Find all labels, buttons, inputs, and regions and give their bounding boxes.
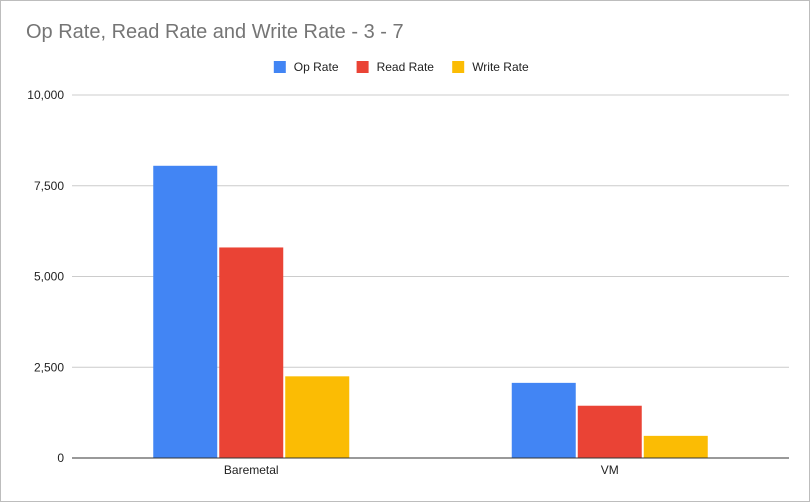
bar-baremetal-read-rate [219,247,284,458]
legend-item-write-rate: Write Rate [452,60,529,74]
legend-label: Write Rate [472,60,529,74]
x-tick-label: Baremetal [224,463,279,477]
x-tick-label: VM [601,463,619,477]
y-axis-ticks: 0 2,500 5,000 7,500 10,000 [27,88,64,465]
y-tick-label: 7,500 [34,179,64,193]
legend-swatch [452,61,465,73]
y-tick-label: 5,000 [34,270,64,284]
legend-swatch [356,61,369,73]
x-axis-ticks: Baremetal VM [224,463,619,477]
legend: Op Rate Read Rate Write Rate [273,60,529,74]
legend-label: Op Rate [294,60,339,74]
legend-swatch [273,61,286,73]
bar-vm-write-rate [643,435,708,458]
legend-item-op-rate: Op Rate [273,60,339,74]
legend-label: Read Rate [377,60,435,74]
y-tick-label: 0 [57,451,64,465]
bar-vm-read-rate [577,405,642,458]
y-tick-label: 2,500 [34,360,64,374]
bar-vm-op-rate [511,382,576,458]
bar-baremetal-op-rate [153,165,218,458]
bars [153,165,708,458]
y-tick-label: 10,000 [27,88,64,102]
bar-baremetal-write-rate [285,376,350,458]
legend-item-read-rate: Read Rate [356,60,435,74]
chart-title: Op Rate, Read Rate and Write Rate - 3 - … [26,21,404,43]
